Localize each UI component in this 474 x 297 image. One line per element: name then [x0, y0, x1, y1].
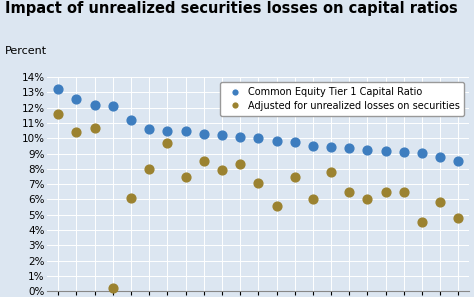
- Point: [273, 139, 280, 144]
- Point: [109, 104, 117, 109]
- Text: Impact of unrealized securities losses on capital ratios: Impact of unrealized securities losses o…: [5, 1, 457, 17]
- Point: [55, 111, 62, 116]
- Point: [200, 131, 208, 136]
- Point: [182, 129, 190, 134]
- Point: [91, 102, 99, 107]
- Point: [146, 127, 153, 132]
- Point: [382, 189, 390, 194]
- Point: [182, 174, 190, 179]
- Point: [237, 162, 244, 167]
- Point: [127, 195, 135, 200]
- Point: [218, 168, 226, 173]
- Point: [127, 118, 135, 122]
- Point: [291, 140, 299, 145]
- Legend: Common Equity Tier 1 Capital Ratio, Adjusted for unrealized losses on securities: Common Equity Tier 1 Capital Ratio, Adju…: [220, 82, 465, 116]
- Point: [146, 167, 153, 171]
- Point: [255, 135, 262, 140]
- Point: [346, 146, 353, 151]
- Point: [437, 200, 444, 205]
- Point: [73, 130, 80, 135]
- Point: [55, 87, 62, 92]
- Point: [400, 189, 408, 194]
- Point: [418, 220, 426, 225]
- Point: [418, 151, 426, 155]
- Point: [200, 159, 208, 164]
- Point: [73, 96, 80, 101]
- Point: [273, 203, 280, 208]
- Point: [291, 174, 299, 179]
- Point: [309, 143, 317, 148]
- Point: [382, 148, 390, 153]
- Point: [237, 135, 244, 139]
- Point: [455, 215, 462, 220]
- Point: [455, 159, 462, 164]
- Point: [327, 170, 335, 174]
- Point: [364, 197, 371, 202]
- Point: [109, 286, 117, 290]
- Point: [255, 180, 262, 185]
- Point: [364, 147, 371, 152]
- Point: [437, 154, 444, 159]
- Point: [346, 189, 353, 194]
- Point: [309, 197, 317, 202]
- Point: [218, 133, 226, 138]
- Text: Percent: Percent: [5, 46, 47, 56]
- Point: [164, 140, 171, 145]
- Point: [164, 128, 171, 133]
- Point: [327, 145, 335, 150]
- Point: [91, 125, 99, 130]
- Point: [400, 150, 408, 154]
